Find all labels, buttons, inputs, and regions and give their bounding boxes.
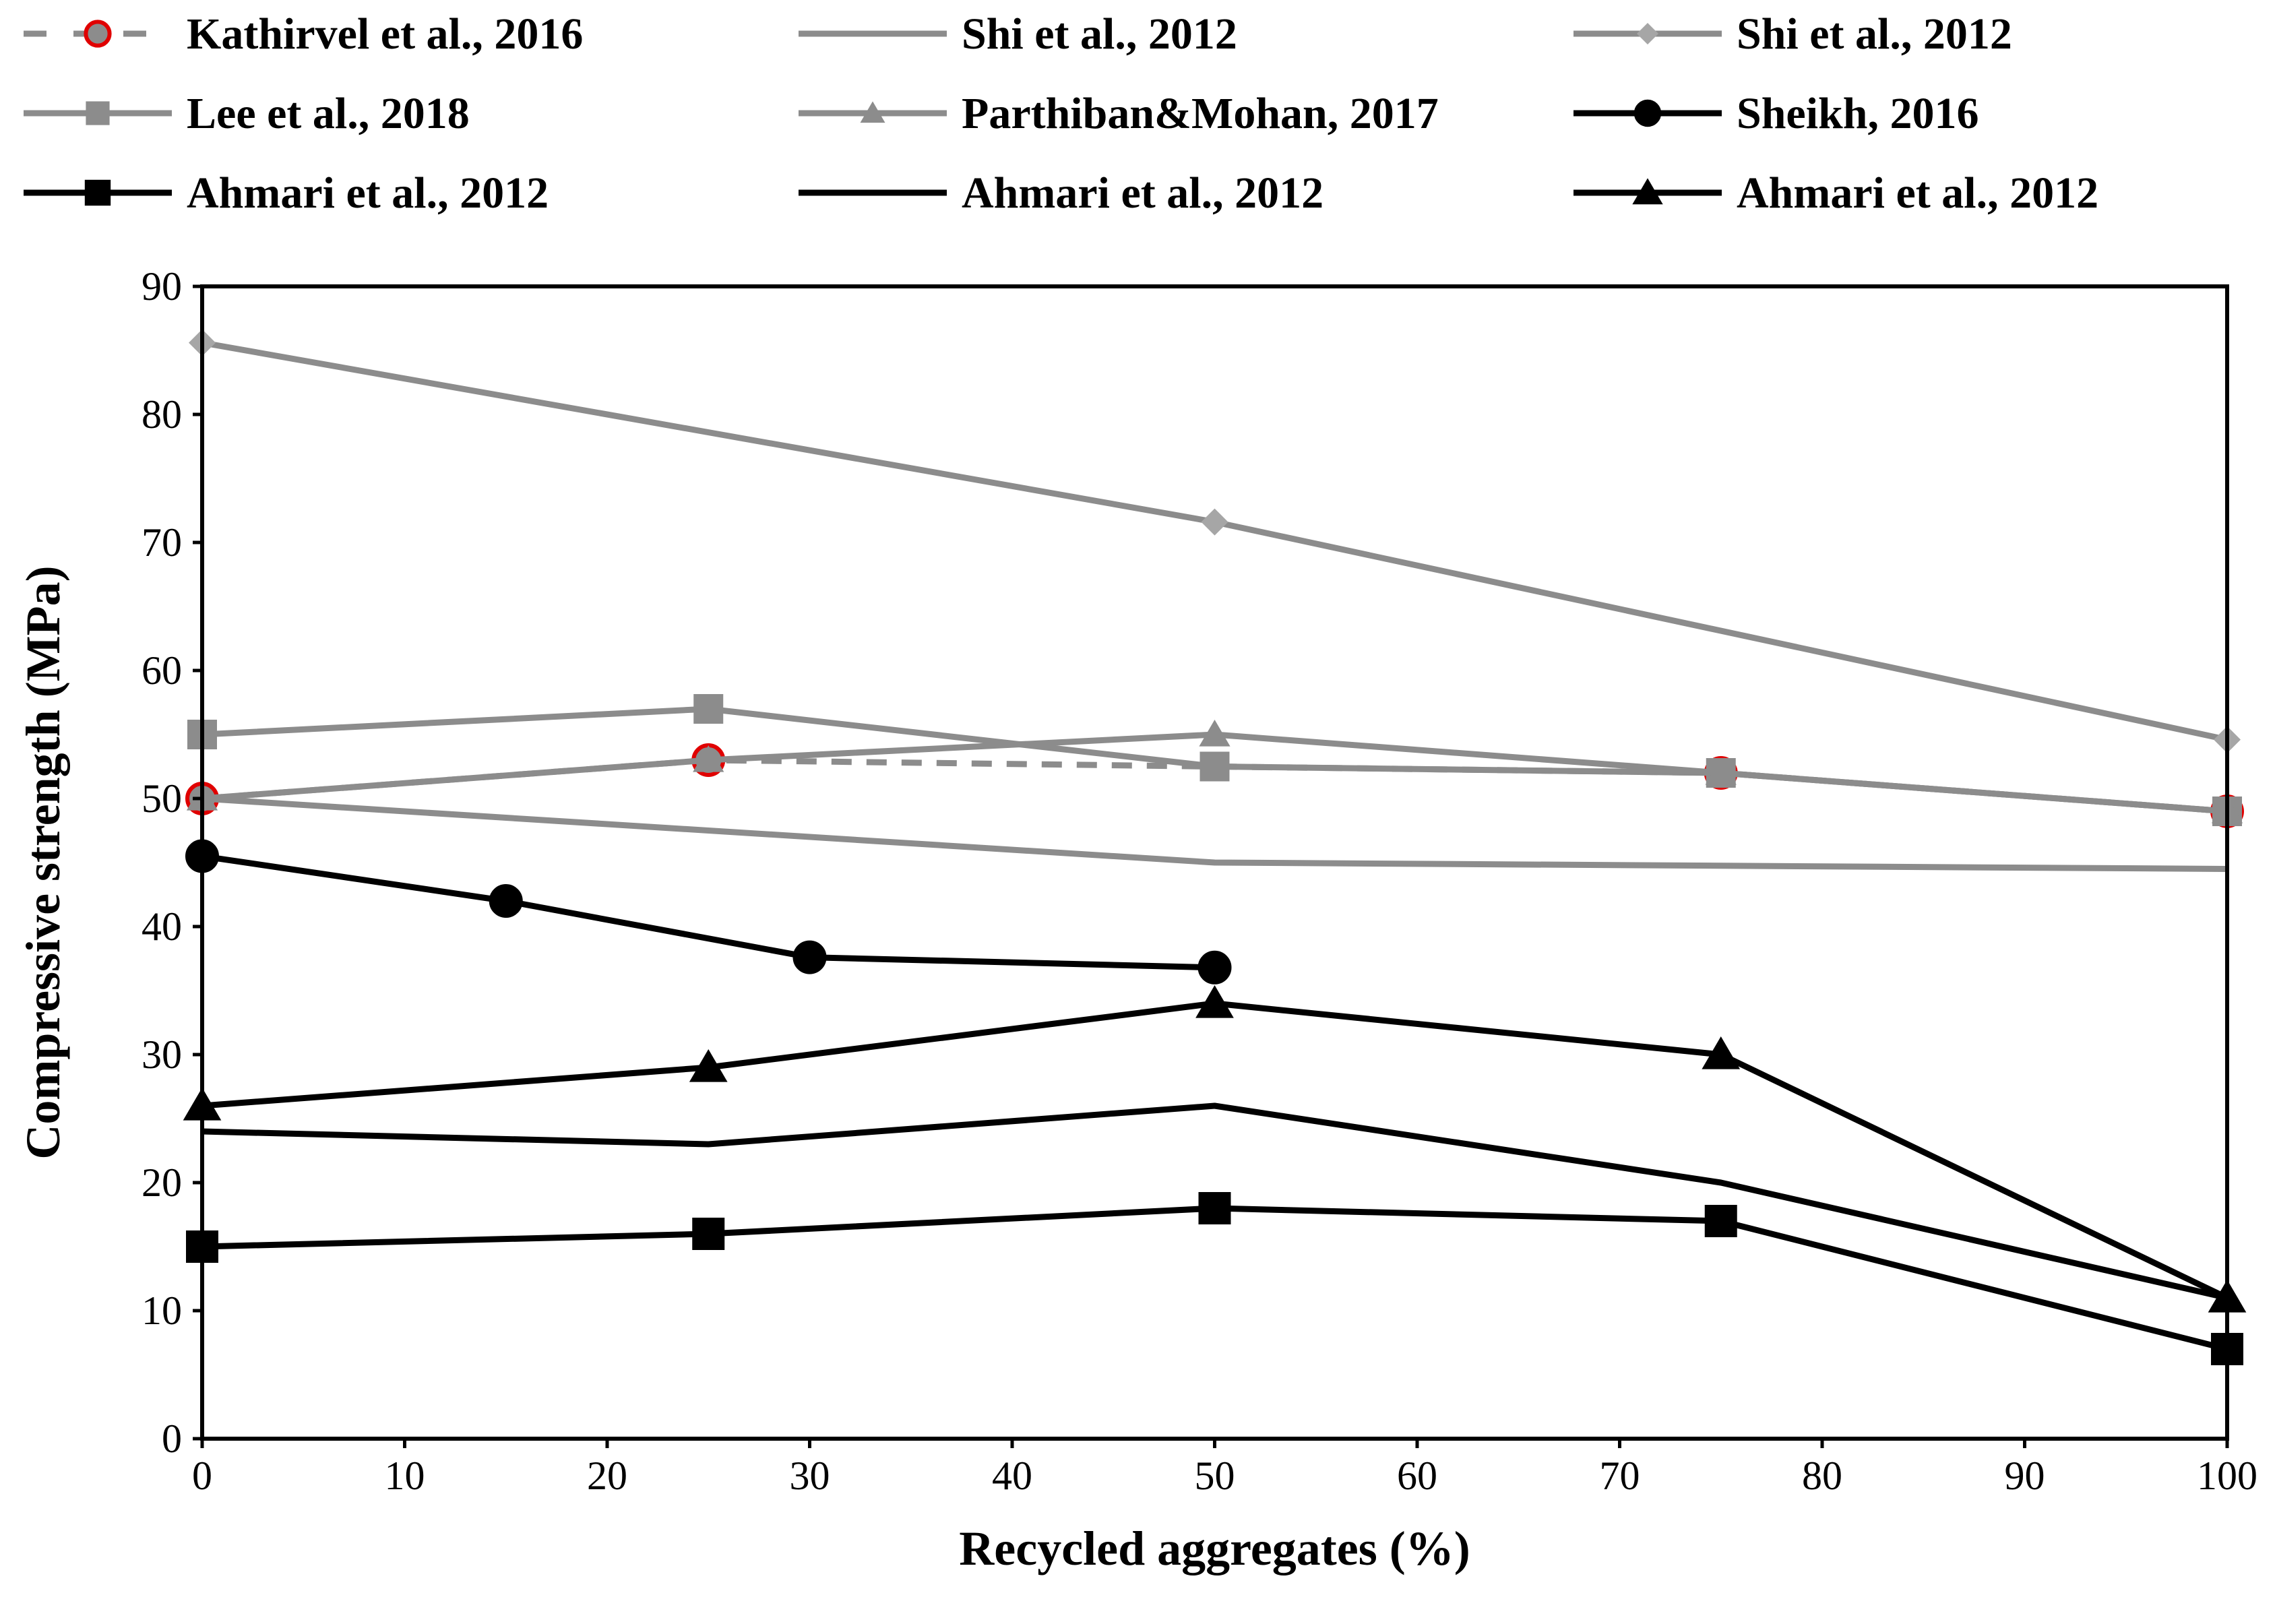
y-axis-title: Compressive strength (MPa) xyxy=(16,565,70,1159)
y-tick-label-9: 90 xyxy=(142,264,182,309)
legend-label-parthiban: Parthiban&Mohan, 2017 xyxy=(962,89,1439,138)
x-tick-label-3: 30 xyxy=(790,1454,830,1498)
legend-label-ahmari-line: Ahmari et al., 2012 xyxy=(962,168,1323,218)
series-sheikh xyxy=(185,839,1232,985)
series-line-ahmari-triangle xyxy=(201,1000,2229,1301)
data-point-ahmari-triangle-1 xyxy=(689,1049,728,1082)
x-tick-label-10: 100 xyxy=(2197,1454,2257,1498)
data-point-ahmari-square-1 xyxy=(692,1218,725,1250)
data-point-lee-2 xyxy=(1199,751,1230,782)
y-tick-label-8: 80 xyxy=(142,392,182,437)
x-tick-label-5: 50 xyxy=(1195,1454,1235,1498)
x-tick-label-8: 80 xyxy=(1802,1454,1842,1498)
y-tick-label-2: 20 xyxy=(142,1160,182,1205)
data-point-parthiban-1 xyxy=(693,745,724,772)
series-ahmari-square xyxy=(186,1192,2243,1365)
data-point-lee-1 xyxy=(693,694,724,724)
legend-marker-ahmari-triangle xyxy=(1632,178,1663,205)
legend-label-ahmari-square: Ahmari et al., 2012 xyxy=(187,168,549,218)
y-tick-label-4: 40 xyxy=(142,904,182,949)
x-tick-label-0: 0 xyxy=(192,1454,212,1498)
legend-marker-parthiban xyxy=(860,101,885,123)
data-point-sheikh-2 xyxy=(792,940,827,974)
legend-marker-shi-diamond xyxy=(1637,23,1658,44)
legend-label-lee: Lee et al., 2018 xyxy=(187,89,470,138)
data-point-ahmari-triangle-3 xyxy=(1702,1036,1741,1069)
y-tick-label-0: 0 xyxy=(162,1416,182,1461)
x-tick-label-1: 10 xyxy=(385,1454,425,1498)
x-axis-ticks: 0 10 20 30 40 50 60 70 80 90 100 xyxy=(192,1439,2257,1498)
legend-marker-sheikh xyxy=(1633,99,1662,127)
series-ahmari-line xyxy=(201,1102,2228,1301)
series-ahmari-triangle xyxy=(183,985,2247,1313)
data-point-shi-diamond-1 xyxy=(1201,508,1228,536)
legend-item-ahmari-line: Ahmari et al., 2012 xyxy=(799,168,1323,218)
legend-item-shi-line: Shi et al., 2012 xyxy=(799,9,1237,59)
legend-item-ahmari-triangle: Ahmari et al., 2012 xyxy=(1573,168,2098,218)
series-lee xyxy=(187,694,2242,826)
x-tick-label-7: 70 xyxy=(1600,1454,1640,1498)
data-point-sheikh-1 xyxy=(489,884,523,918)
data-point-ahmari-triangle-2 xyxy=(1195,985,1234,1018)
series-line-shi-diamond xyxy=(201,340,2228,743)
data-point-parthiban-2 xyxy=(1199,720,1230,747)
legend-item-sheikh: Sheikh, 2016 xyxy=(1573,89,1978,138)
y-tick-label-7: 70 xyxy=(142,520,182,565)
y-tick-label-1: 10 xyxy=(142,1288,182,1333)
legend-item-kathirvel: Kathirvel et al., 2016 xyxy=(24,9,583,59)
x-tick-label-2: 20 xyxy=(587,1454,627,1498)
x-tick-label-9: 90 xyxy=(2005,1454,2045,1498)
legend-label-shi-line: Shi et al., 2012 xyxy=(962,9,1237,59)
y-tick-label-6: 60 xyxy=(142,648,182,693)
legend-item-shi-diamond: Shi et al., 2012 xyxy=(1573,9,2012,59)
series-shi-line xyxy=(201,795,2228,872)
x-axis-title: Recycled aggregates (%) xyxy=(959,1522,1470,1575)
series-line-shi-line xyxy=(201,795,2228,872)
data-point-ahmari-square-2 xyxy=(1198,1192,1231,1224)
legend-marker-kathirvel xyxy=(84,20,112,48)
series-line-sheikh xyxy=(201,853,1215,971)
legend-label-kathirvel: Kathirvel et al., 2016 xyxy=(187,9,583,59)
legend-item-parthiban: Parthiban&Mohan, 2017 xyxy=(799,89,1439,138)
legend: Kathirvel et al., 2016 Shi et al., 2012 Sh… xyxy=(24,9,2098,218)
legend-label-ahmari-triangle: Ahmari et al., 2012 xyxy=(1737,168,2098,218)
legend-marker-lee xyxy=(86,101,110,125)
y-axis-ticks: 0 10 20 30 40 50 60 70 80 90 xyxy=(142,264,202,1461)
data-point-sheikh-3 xyxy=(1197,950,1232,985)
data-point-ahmari-square-3 xyxy=(1704,1205,1737,1237)
legend-label-shi-diamond: Shi et al., 2012 xyxy=(1737,9,2012,59)
series-line-ahmari-line xyxy=(201,1102,2228,1301)
legend-label-sheikh: Sheikh, 2016 xyxy=(1737,89,1978,138)
legend-item-lee: Lee et al., 2018 xyxy=(24,89,470,138)
x-tick-label-4: 40 xyxy=(992,1454,1032,1498)
y-tick-label-5: 50 xyxy=(142,776,182,821)
x-tick-label-6: 60 xyxy=(1397,1454,1437,1498)
series-shi-diamond xyxy=(189,329,2241,753)
legend-item-ahmari-square: Ahmari et al., 2012 xyxy=(24,168,549,218)
data-point-parthiban-3 xyxy=(1705,758,1737,785)
plot-series xyxy=(183,329,2247,1365)
y-tick-label-3: 30 xyxy=(142,1032,182,1077)
legend-marker-ahmari-square xyxy=(84,179,111,206)
